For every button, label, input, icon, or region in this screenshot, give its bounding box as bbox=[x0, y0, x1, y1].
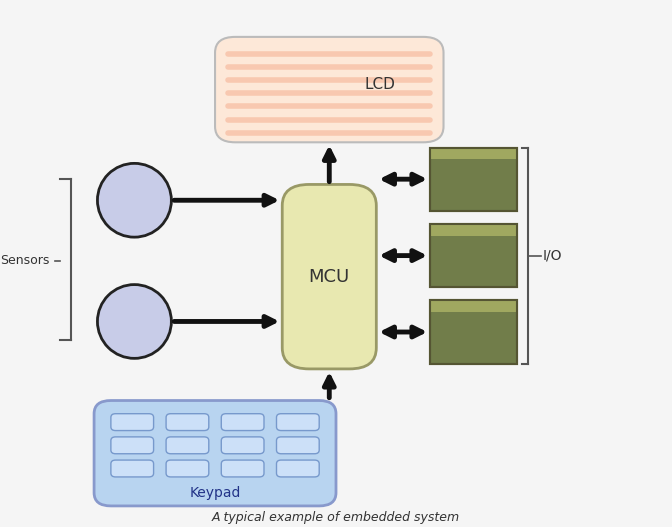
Text: I/O: I/O bbox=[542, 249, 562, 262]
FancyBboxPatch shape bbox=[166, 437, 209, 454]
FancyBboxPatch shape bbox=[111, 414, 154, 431]
FancyBboxPatch shape bbox=[276, 437, 319, 454]
Text: LCD: LCD bbox=[364, 77, 395, 92]
Text: Keypad: Keypad bbox=[190, 486, 241, 500]
Bar bbox=[430, 148, 517, 159]
Bar bbox=[430, 224, 517, 287]
Bar bbox=[430, 148, 517, 211]
Bar bbox=[430, 224, 517, 236]
Bar bbox=[430, 300, 517, 312]
Bar bbox=[430, 148, 517, 211]
Bar bbox=[430, 224, 517, 287]
FancyBboxPatch shape bbox=[166, 460, 209, 477]
Text: Sensors: Sensors bbox=[0, 255, 49, 267]
Ellipse shape bbox=[97, 163, 171, 237]
FancyBboxPatch shape bbox=[215, 37, 444, 142]
Bar bbox=[430, 300, 517, 364]
FancyBboxPatch shape bbox=[276, 460, 319, 477]
Bar bbox=[430, 300, 517, 364]
Text: MCU: MCU bbox=[308, 268, 350, 286]
FancyBboxPatch shape bbox=[221, 414, 264, 431]
FancyBboxPatch shape bbox=[282, 184, 376, 369]
FancyBboxPatch shape bbox=[276, 414, 319, 431]
FancyBboxPatch shape bbox=[111, 460, 154, 477]
FancyBboxPatch shape bbox=[94, 401, 336, 506]
Ellipse shape bbox=[97, 285, 171, 358]
FancyBboxPatch shape bbox=[221, 460, 264, 477]
FancyBboxPatch shape bbox=[221, 437, 264, 454]
FancyBboxPatch shape bbox=[111, 437, 154, 454]
Text: A typical example of embedded system: A typical example of embedded system bbox=[212, 511, 460, 524]
FancyBboxPatch shape bbox=[166, 414, 209, 431]
